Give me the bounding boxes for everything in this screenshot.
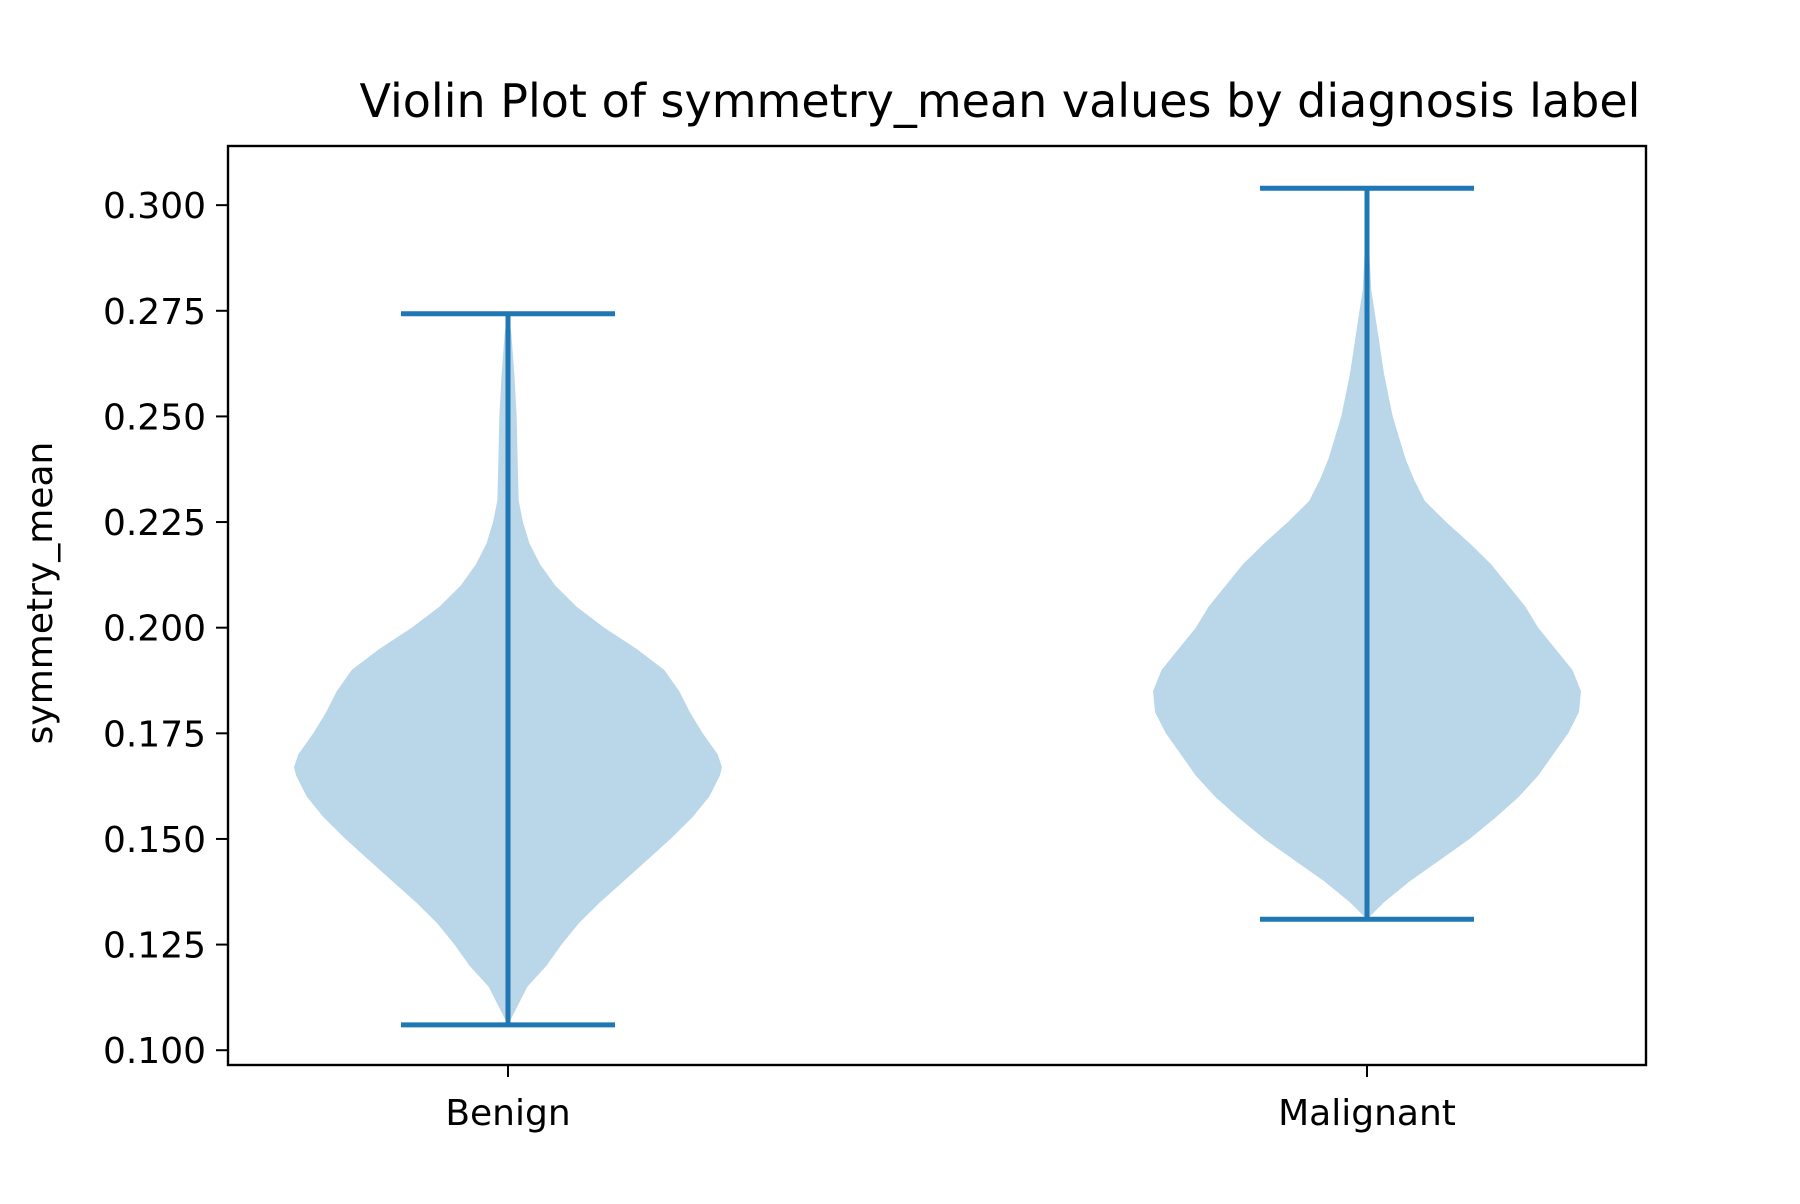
y-tick-label: 0.300 xyxy=(103,186,206,227)
y-tick-label: 0.250 xyxy=(103,397,206,438)
y-tick-label: 0.200 xyxy=(103,609,206,650)
x-axis-ticks: Benign Malignant xyxy=(445,1065,1456,1134)
y-tick-label: 0.275 xyxy=(103,292,206,333)
x-tick-label: Benign xyxy=(445,1093,570,1134)
y-tick-label: 0.225 xyxy=(103,503,206,544)
y-tick-label: 0.150 xyxy=(103,820,206,861)
y-tick-label: 0.100 xyxy=(103,1031,206,1072)
y-tick-label: 0.175 xyxy=(103,714,206,755)
violins-group xyxy=(294,185,1581,1028)
y-tick-label: 0.125 xyxy=(103,926,206,967)
chart-title: Violin Plot of symmetry_mean values by d… xyxy=(360,74,1641,128)
x-tick-label: Malignant xyxy=(1278,1093,1456,1134)
plot-area-frame xyxy=(226,144,1648,1067)
y-axis-ticks: 0.100 0.125 0.150 0.175 0.200 0.225 0.250 0.275… xyxy=(103,186,228,1072)
y-axis-label: symmetry_mean xyxy=(20,442,61,745)
